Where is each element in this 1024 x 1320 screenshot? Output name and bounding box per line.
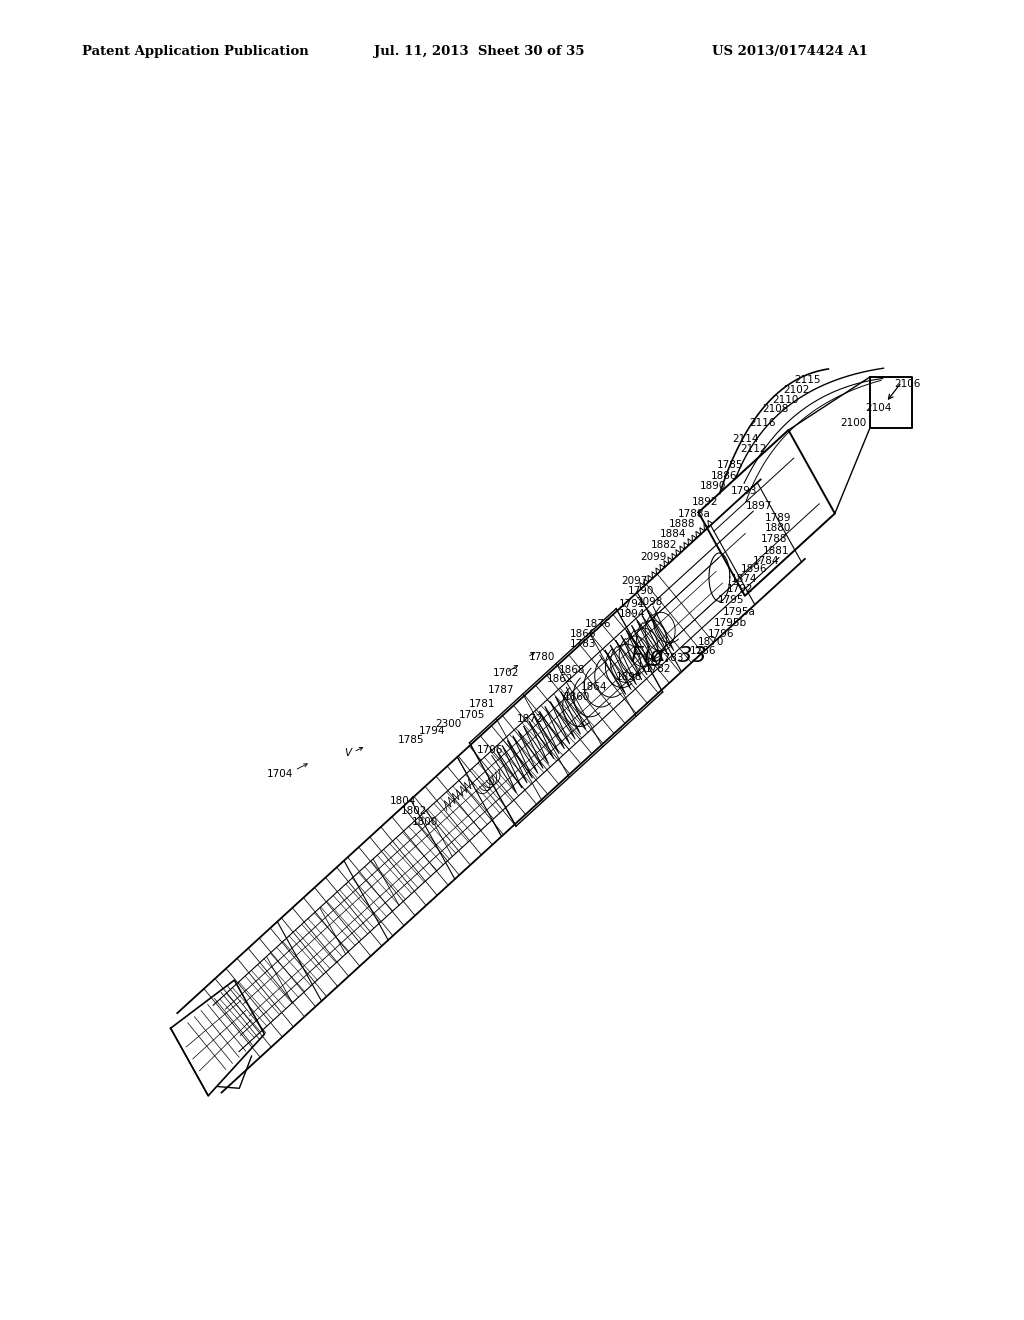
- Text: 1800: 1800: [412, 817, 438, 828]
- Text: 1864: 1864: [582, 682, 607, 692]
- Text: 1789: 1789: [765, 513, 791, 523]
- Text: 2100: 2100: [840, 417, 866, 428]
- Text: 1702: 1702: [494, 668, 519, 677]
- Text: 1787: 1787: [488, 685, 515, 694]
- Text: 1704: 1704: [267, 770, 293, 779]
- Text: Patent Application Publication: Patent Application Publication: [82, 45, 308, 58]
- Text: 1781: 1781: [468, 700, 495, 709]
- Text: Jul. 11, 2013  Sheet 30 of 35: Jul. 11, 2013 Sheet 30 of 35: [374, 45, 585, 58]
- Text: 1860: 1860: [563, 692, 590, 702]
- Text: V: V: [344, 748, 351, 758]
- Text: 1785: 1785: [717, 461, 743, 470]
- Text: 1896: 1896: [740, 564, 767, 574]
- Text: 2114: 2114: [733, 434, 759, 444]
- Text: 1897: 1897: [745, 502, 772, 511]
- Text: 1881: 1881: [763, 545, 790, 556]
- Text: 2106: 2106: [894, 379, 921, 389]
- Text: 1872: 1872: [517, 714, 544, 725]
- Text: 2116: 2116: [750, 417, 776, 428]
- Text: 1782: 1782: [645, 664, 671, 673]
- Text: 1795a: 1795a: [723, 607, 756, 616]
- Text: 1876: 1876: [585, 619, 611, 628]
- Text: 1874: 1874: [730, 574, 757, 585]
- Text: 2110: 2110: [772, 395, 799, 405]
- Text: 1866: 1866: [570, 630, 597, 639]
- Text: 1804: 1804: [390, 796, 417, 805]
- Text: 1868: 1868: [559, 665, 586, 675]
- Text: 2102: 2102: [783, 385, 810, 395]
- Text: 1898: 1898: [616, 672, 643, 681]
- Text: US 2013/0174424 A1: US 2013/0174424 A1: [712, 45, 867, 58]
- Text: 2115: 2115: [795, 375, 821, 385]
- Text: 1894: 1894: [620, 609, 646, 619]
- Text: 1884: 1884: [659, 529, 686, 540]
- Text: 2097: 2097: [621, 577, 647, 586]
- Text: 2099: 2099: [640, 552, 667, 562]
- Text: 1794: 1794: [419, 726, 445, 735]
- Text: 1892: 1892: [691, 496, 718, 507]
- Text: 1706: 1706: [477, 744, 504, 755]
- Text: 1705: 1705: [459, 710, 485, 721]
- Text: 1888: 1888: [669, 519, 695, 529]
- Text: 2098: 2098: [636, 597, 663, 607]
- Text: 2112: 2112: [740, 444, 766, 454]
- Text: 1870: 1870: [697, 638, 724, 647]
- Text: 1788a: 1788a: [678, 510, 711, 519]
- Text: 1784: 1784: [753, 556, 779, 566]
- Text: Fig. 33: Fig. 33: [631, 647, 707, 667]
- Text: 1796: 1796: [708, 630, 734, 639]
- Text: 1788: 1788: [761, 533, 787, 544]
- Text: 1791: 1791: [620, 598, 646, 609]
- Text: 1795b: 1795b: [714, 618, 746, 628]
- Text: 1783: 1783: [570, 639, 597, 649]
- Text: 1886: 1886: [711, 470, 737, 480]
- Text: 1880: 1880: [765, 523, 791, 533]
- Text: 1790: 1790: [628, 586, 654, 597]
- Text: 1882: 1882: [651, 540, 678, 549]
- Text: 1783: 1783: [657, 653, 684, 664]
- Text: 1792: 1792: [727, 585, 754, 594]
- Text: 1890: 1890: [699, 480, 726, 491]
- Text: 1786: 1786: [690, 647, 717, 656]
- Text: 1793: 1793: [731, 486, 758, 496]
- Text: 1862: 1862: [547, 673, 573, 684]
- Text: 1802: 1802: [401, 807, 427, 816]
- Text: 1795: 1795: [718, 594, 744, 605]
- Text: 2108: 2108: [762, 404, 788, 414]
- Text: 1785: 1785: [397, 735, 424, 744]
- Text: 2300: 2300: [435, 718, 462, 729]
- Text: 1780: 1780: [528, 652, 555, 663]
- Text: 2104: 2104: [865, 404, 892, 413]
